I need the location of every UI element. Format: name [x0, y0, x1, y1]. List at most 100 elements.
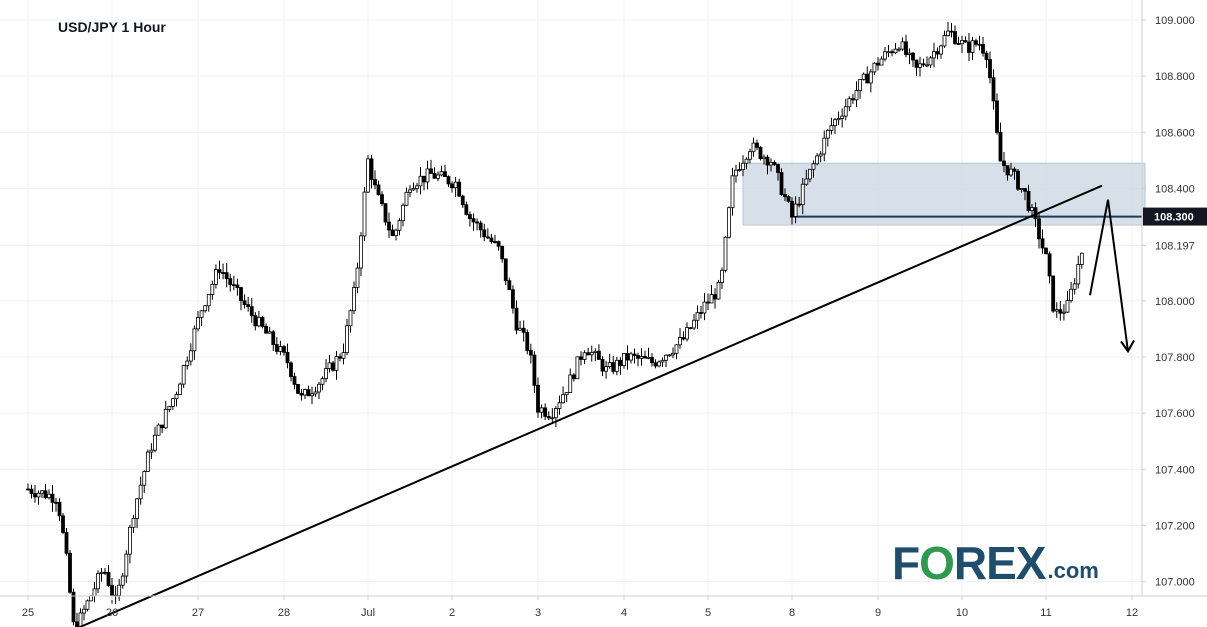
time-axis[interactable]: 25 26 27 28 Jul 2 3 4 5 8 9 10 11 12	[22, 596, 1138, 619]
candle-up	[135, 498, 139, 519]
candle-down	[242, 300, 247, 305]
candle-down	[231, 284, 236, 287]
candle-down	[485, 236, 490, 239]
candle-down	[338, 356, 342, 359]
candle-down	[1005, 165, 1010, 176]
candle-up	[800, 183, 805, 206]
candle-up	[196, 317, 200, 330]
candle-down	[532, 354, 537, 386]
candle-down	[271, 331, 276, 345]
candle-down	[1023, 188, 1027, 192]
price-tick-label: 107.800	[1155, 352, 1195, 364]
candle-up	[257, 316, 261, 327]
candle-down	[991, 77, 996, 102]
candle-up	[171, 398, 175, 407]
candle-down	[457, 181, 462, 197]
candle-down	[224, 272, 229, 280]
candle-down	[935, 51, 940, 55]
candle-down	[221, 272, 225, 274]
candle-up	[561, 394, 565, 404]
candle-up	[185, 360, 190, 366]
candle-up	[117, 584, 122, 596]
candle-up	[128, 527, 132, 555]
candle-up	[178, 383, 182, 395]
candle-up	[1065, 300, 1070, 313]
candle-down	[790, 200, 794, 217]
candle-down	[521, 327, 526, 333]
candle-up	[822, 137, 827, 155]
candle-up	[145, 451, 150, 472]
candle-down	[331, 362, 335, 371]
candle-down	[422, 175, 426, 183]
price-tick-label: 108.800	[1155, 71, 1195, 83]
trendline	[77, 184, 1103, 627]
chart-title: USD/JPY 1 Hour	[58, 19, 166, 35]
candle-up	[345, 325, 349, 353]
candle-down	[475, 221, 479, 224]
candle-up	[925, 64, 929, 67]
candle-down	[525, 331, 530, 351]
candle-up	[327, 362, 332, 369]
candle-down	[995, 100, 999, 133]
candle-up	[320, 378, 325, 385]
candle-down	[446, 176, 451, 185]
candle-up	[744, 158, 749, 164]
candle-up	[397, 220, 402, 231]
candle-down	[299, 392, 304, 396]
candle-up	[840, 115, 845, 119]
candle-up	[36, 492, 41, 498]
candle-up	[702, 301, 707, 314]
candle-down	[611, 362, 616, 372]
candle-up	[278, 346, 283, 352]
candle-up	[883, 51, 887, 60]
price-tick-label: 108.400	[1155, 183, 1195, 195]
price-axis[interactable]: 109.000 108.800 108.600 108.400 108.000 107.8…	[1142, 15, 1207, 627]
candle-down	[57, 501, 62, 517]
candle-up	[96, 573, 100, 590]
candle-up	[348, 310, 353, 327]
candle-down	[160, 424, 165, 429]
candle-up	[1054, 309, 1059, 312]
candle-down	[758, 146, 763, 160]
candle-down	[643, 356, 647, 359]
candle-down	[289, 362, 293, 377]
candle-down	[249, 306, 254, 317]
candle-down	[285, 351, 290, 364]
candle-up	[793, 203, 798, 217]
candle-up	[317, 383, 321, 393]
candles	[26, 21, 1084, 627]
time-tick-label: 11	[1040, 607, 1051, 619]
candle-down	[546, 416, 551, 419]
candle-up	[142, 471, 147, 486]
candle-down	[489, 237, 494, 242]
overlay-lines	[77, 184, 1135, 627]
candle-up	[167, 405, 172, 410]
candle-down	[977, 43, 982, 46]
candle-down	[998, 131, 1003, 162]
candle-up	[310, 393, 314, 397]
candle-down	[636, 355, 640, 359]
candle-down	[586, 352, 591, 356]
candle-down	[493, 241, 497, 243]
candle-down	[688, 327, 693, 330]
candle-up	[854, 90, 859, 101]
candle-up	[843, 106, 848, 117]
candle-down	[650, 357, 654, 364]
time-tick-label: 4	[621, 607, 627, 619]
candle-up	[418, 175, 423, 187]
candle-down	[387, 221, 391, 231]
candle-down	[282, 346, 286, 353]
candle-down	[779, 172, 784, 195]
candle-down	[217, 269, 222, 273]
candle-down	[380, 194, 384, 205]
candle-up	[214, 269, 218, 285]
candle-down	[464, 204, 469, 215]
candle-down	[865, 73, 870, 84]
candle-up	[411, 188, 416, 191]
candle-up	[539, 407, 544, 413]
candle-down	[306, 389, 311, 397]
time-tick-label: 9	[875, 607, 881, 619]
candle-down	[1002, 160, 1006, 167]
candle-up	[518, 327, 522, 331]
candle-up	[897, 48, 901, 51]
